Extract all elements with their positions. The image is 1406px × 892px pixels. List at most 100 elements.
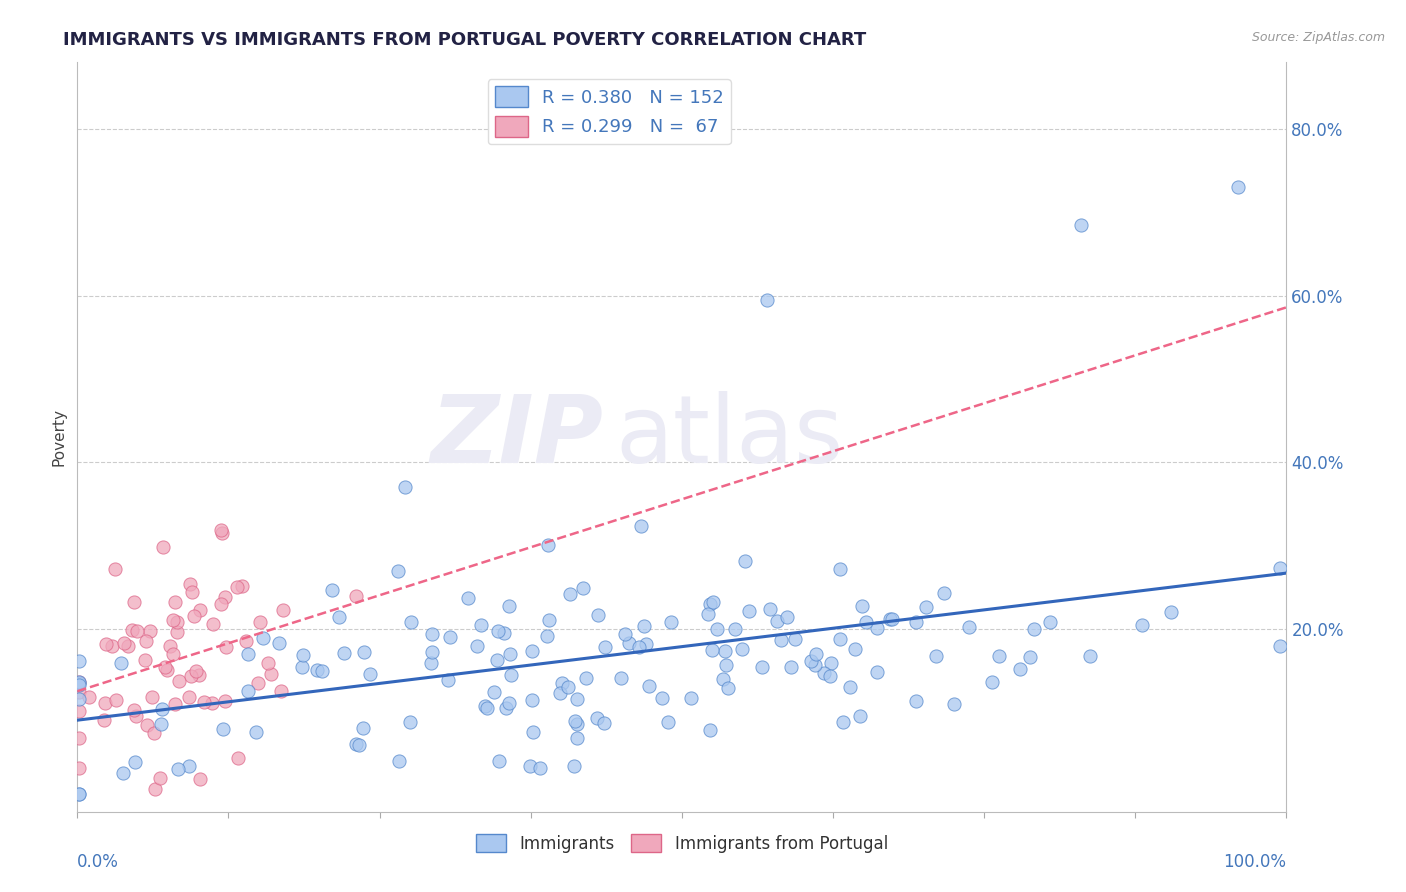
Point <box>557 680 579 694</box>
Point <box>212 722 235 736</box>
Point <box>67 674 90 689</box>
Text: 100.0%: 100.0% <box>1223 853 1286 871</box>
Point <box>437 673 460 687</box>
Point <box>188 772 211 786</box>
Point <box>1270 561 1292 575</box>
Point <box>344 589 367 603</box>
Point <box>657 715 679 730</box>
Point <box>110 656 132 670</box>
Point <box>94 696 117 710</box>
Point <box>865 621 887 635</box>
Point <box>352 722 374 736</box>
Point <box>818 668 841 682</box>
Point <box>804 648 827 662</box>
Point <box>1008 662 1031 676</box>
Point <box>482 685 505 699</box>
Point <box>112 636 135 650</box>
Point <box>586 607 609 622</box>
Point <box>820 656 842 670</box>
Point <box>498 599 520 614</box>
Point <box>270 684 292 698</box>
Point <box>572 581 595 595</box>
Point <box>399 715 422 730</box>
Point <box>765 614 787 628</box>
Point <box>167 674 190 689</box>
Point <box>981 675 1004 690</box>
Point <box>121 623 143 637</box>
Point <box>387 564 409 578</box>
Point <box>492 626 515 640</box>
Point <box>957 620 980 634</box>
Point <box>724 622 747 636</box>
Point <box>93 713 115 727</box>
Point <box>755 293 778 307</box>
Point <box>152 540 174 554</box>
Point <box>565 692 588 706</box>
Point <box>538 613 561 627</box>
Point <box>785 632 807 647</box>
Point <box>246 676 269 690</box>
Point <box>156 663 179 677</box>
Point <box>231 579 253 593</box>
Point <box>551 675 574 690</box>
Point <box>738 604 761 618</box>
Point <box>706 622 728 636</box>
Point <box>1160 606 1182 620</box>
Point <box>499 648 522 662</box>
Point <box>697 607 720 621</box>
Point <box>236 684 259 698</box>
Point <box>714 657 737 672</box>
Point <box>124 703 146 717</box>
Point <box>149 771 172 785</box>
Point <box>311 664 333 678</box>
Point <box>475 701 498 715</box>
Point <box>245 725 267 739</box>
Point <box>67 675 90 690</box>
Point <box>548 686 571 700</box>
Point <box>181 585 204 599</box>
Point <box>235 633 257 648</box>
Legend: Immigrants, Immigrants from Portugal: Immigrants, Immigrants from Portugal <box>470 828 894 860</box>
Point <box>474 698 496 713</box>
Point <box>388 754 411 768</box>
Point <box>249 615 271 630</box>
Point <box>776 609 799 624</box>
Point <box>67 731 90 745</box>
Point <box>659 615 682 629</box>
Point <box>188 667 211 681</box>
Point <box>141 690 163 704</box>
Point <box>162 613 184 627</box>
Point <box>711 672 734 686</box>
Point <box>67 678 90 692</box>
Point <box>67 685 90 699</box>
Point <box>179 759 201 773</box>
Point <box>236 647 259 661</box>
Point <box>486 652 509 666</box>
Point <box>855 615 877 629</box>
Point <box>804 657 827 672</box>
Text: ZIP: ZIP <box>430 391 603 483</box>
Point <box>831 715 853 730</box>
Point <box>586 711 609 725</box>
Point <box>630 518 652 533</box>
Point <box>699 723 721 737</box>
Point <box>153 660 176 674</box>
Point <box>593 716 616 731</box>
Point <box>813 666 835 681</box>
Point <box>135 634 157 648</box>
Point <box>522 725 544 739</box>
Point <box>488 754 510 768</box>
Point <box>1018 649 1040 664</box>
Point <box>562 759 585 773</box>
Text: 0.0%: 0.0% <box>77 853 120 871</box>
Point <box>420 627 443 641</box>
Point <box>150 702 173 716</box>
Point <box>800 654 823 668</box>
Point <box>613 626 636 640</box>
Point <box>394 480 416 494</box>
Point <box>638 679 661 693</box>
Point <box>163 698 186 712</box>
Point <box>67 691 90 706</box>
Point <box>520 693 543 707</box>
Point <box>1024 622 1046 636</box>
